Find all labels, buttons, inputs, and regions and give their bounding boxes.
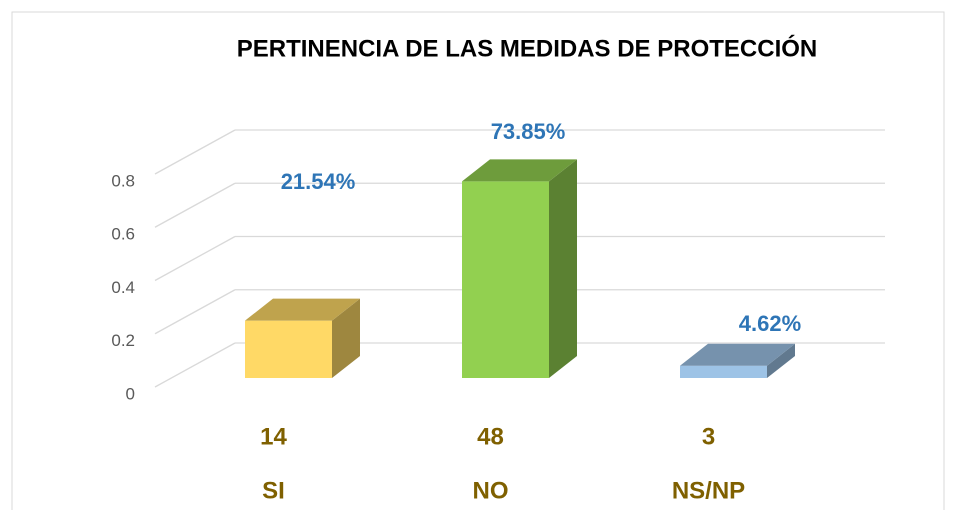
x-tick-label: SI [262, 477, 285, 504]
grid-line-side [154, 289, 236, 335]
grid-line-side [154, 342, 236, 388]
bar-top [680, 343, 795, 366]
y-tick-label: 0.8 [111, 171, 135, 190]
bar-front [245, 320, 332, 378]
x-tick-label: NS/NP [672, 477, 745, 504]
count-label: 3 [702, 423, 715, 450]
bar-front [680, 365, 767, 378]
value-label: 4.62% [739, 311, 801, 336]
grid-line-side [154, 182, 236, 228]
bar-side [549, 159, 577, 378]
chart-title: PERTINENCIA DE LAS MEDIDAS DE PROTECCIÓN [237, 34, 818, 62]
bar-side [332, 298, 360, 378]
bar-top [245, 298, 360, 321]
bar-top [462, 159, 577, 182]
bar-front [462, 181, 549, 378]
grid-line-side [154, 235, 236, 282]
value-label: 73.85% [491, 119, 566, 144]
y-tick-label: 0.6 [111, 225, 135, 244]
x-tick-label: NO [473, 477, 509, 504]
count-label: 48 [477, 423, 504, 450]
y-tick-label: 0.4 [111, 278, 135, 297]
count-label: 14 [260, 423, 287, 450]
y-tick-label: 0 [126, 384, 135, 403]
value-label: 21.54% [281, 169, 356, 194]
bar-side [767, 343, 795, 378]
y-tick-label: 0.2 [111, 331, 135, 350]
grid-line-side [154, 129, 236, 175]
